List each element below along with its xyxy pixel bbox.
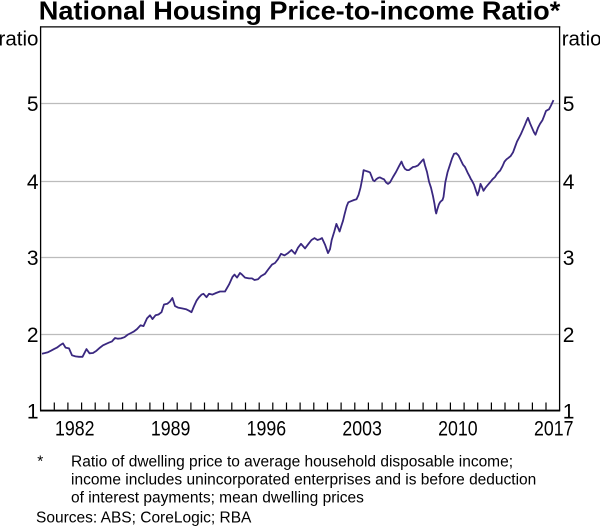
svg-text:2010: 2010 bbox=[438, 417, 478, 441]
svg-text:2003: 2003 bbox=[342, 417, 381, 441]
svg-text:1989: 1989 bbox=[151, 417, 190, 441]
svg-text:National Housing Price-to-inco: National Housing Price-to-income Ratio* bbox=[39, 0, 561, 25]
svg-text:1: 1 bbox=[27, 400, 39, 423]
svg-text:5: 5 bbox=[563, 93, 575, 116]
svg-text:4: 4 bbox=[27, 171, 39, 194]
svg-text:3: 3 bbox=[27, 247, 39, 270]
svg-text:Sources: ABS; CoreLogic; RBA: Sources: ABS; CoreLogic; RBA bbox=[36, 509, 252, 526]
svg-text:ratio: ratio bbox=[562, 28, 600, 51]
svg-text:ratio: ratio bbox=[0, 28, 38, 51]
svg-text:1982: 1982 bbox=[55, 417, 94, 441]
svg-text:income includes unincorporated: income includes unincorporated enterpris… bbox=[71, 471, 536, 488]
svg-text:2017: 2017 bbox=[534, 417, 573, 441]
svg-text:2: 2 bbox=[563, 324, 575, 347]
svg-text:1: 1 bbox=[563, 400, 575, 423]
svg-text:5: 5 bbox=[27, 93, 39, 116]
svg-text:1996: 1996 bbox=[247, 417, 286, 441]
svg-text:of interest payments; mean dwe: of interest payments; mean dwelling pric… bbox=[71, 489, 364, 506]
svg-text:Ratio of dwelling price to ave: Ratio of dwelling price to average house… bbox=[71, 453, 513, 470]
svg-text:3: 3 bbox=[563, 247, 575, 270]
svg-text:4: 4 bbox=[563, 171, 575, 194]
svg-text:2: 2 bbox=[27, 324, 39, 347]
svg-text:*: * bbox=[37, 453, 43, 470]
